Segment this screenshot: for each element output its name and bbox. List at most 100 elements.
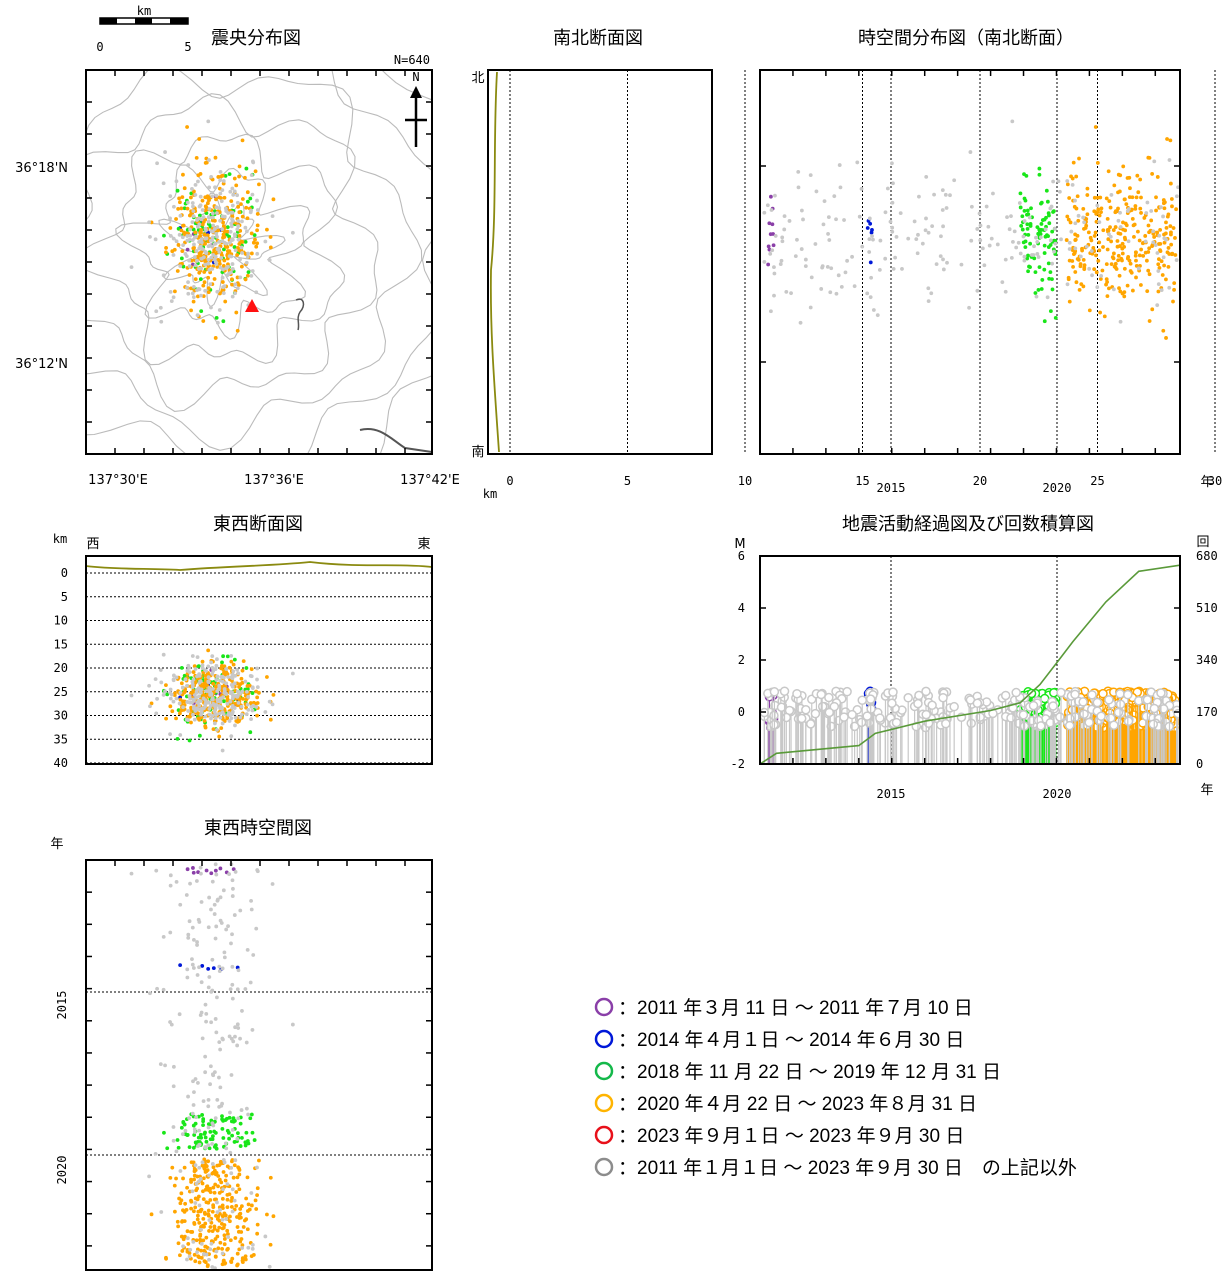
ns-section-point xyxy=(1017,156,1021,160)
epicenter-point xyxy=(246,270,251,275)
mt-point xyxy=(1098,688,1108,699)
stns-point xyxy=(1045,295,1050,300)
ns-section-point xyxy=(1005,231,1009,235)
stew-point xyxy=(162,1130,166,1135)
stew-point xyxy=(165,1146,170,1151)
stns-point xyxy=(829,266,834,271)
spacetime-ns-title: 時空間分布図（南北断面） xyxy=(858,28,1074,49)
stew-point xyxy=(210,1072,215,1077)
stew-point xyxy=(204,1235,209,1240)
stns-point xyxy=(1174,207,1179,212)
stns-point xyxy=(1164,277,1168,282)
stns-point xyxy=(1164,237,1168,242)
ns-depth-tick: 5 xyxy=(624,474,631,488)
mt-point xyxy=(1064,720,1075,731)
ns-section-point xyxy=(1128,236,1132,240)
stew-point xyxy=(213,862,218,867)
mt-point xyxy=(875,713,885,723)
stew-point xyxy=(228,1150,233,1155)
ns-section-point xyxy=(1063,250,1067,254)
stns-point xyxy=(1123,228,1128,233)
ew-section-point xyxy=(177,701,182,706)
stew-point xyxy=(200,1113,205,1117)
stns-point xyxy=(1132,234,1136,239)
ns-section-point xyxy=(1190,193,1194,197)
stns-point xyxy=(934,262,939,267)
stew-point xyxy=(199,980,204,985)
epicenter-point xyxy=(194,234,198,239)
ew-section-point xyxy=(168,704,173,709)
stew-point xyxy=(225,1192,230,1197)
ew-section-point xyxy=(199,687,204,692)
ew-section-point xyxy=(178,711,182,716)
stns-point xyxy=(1134,195,1139,200)
epicenter-point xyxy=(206,219,211,224)
stns-point xyxy=(1022,208,1027,213)
stew-point xyxy=(244,1217,249,1222)
stew-point xyxy=(250,1246,255,1251)
ew-section-point xyxy=(250,708,255,713)
ns-section-point xyxy=(1219,232,1223,236)
epicenter-point xyxy=(192,242,196,247)
ns-section-point xyxy=(1121,263,1125,267)
ew-section-point xyxy=(185,700,190,705)
epicenter-point xyxy=(172,247,177,252)
stns-point xyxy=(839,284,844,289)
ns-section-point xyxy=(1104,234,1108,238)
stns-point xyxy=(1139,195,1143,200)
ns-section-point xyxy=(1001,319,1005,323)
stew-point xyxy=(212,912,217,916)
ns-section-point xyxy=(1190,257,1194,261)
ns-section-point xyxy=(1168,277,1172,281)
ns-section-point xyxy=(1202,200,1206,204)
epicenter-point xyxy=(229,221,234,226)
stns-point xyxy=(837,163,842,167)
ns-section-point xyxy=(935,211,939,215)
ns-section-point xyxy=(1111,244,1115,248)
epicenter-point xyxy=(194,258,199,263)
stns-point xyxy=(1080,246,1084,251)
stns-point xyxy=(940,188,945,193)
legend-label: ：2018 年 11 月 22 日 ～ 2019 年 12 月 31 日 xyxy=(618,1061,1001,1083)
stns-point xyxy=(779,258,784,263)
stew-point xyxy=(244,1106,249,1111)
stew-point xyxy=(250,1242,255,1247)
epicenter-point xyxy=(185,247,190,252)
stns-point xyxy=(1046,261,1051,266)
epicenter-point xyxy=(193,263,198,268)
stns-point xyxy=(1136,266,1141,271)
ns-section-point xyxy=(1157,187,1161,191)
stns-point xyxy=(923,228,928,233)
stew-year-2020: 2020 xyxy=(55,1156,69,1185)
scale-unit: km xyxy=(137,4,151,18)
stns-point xyxy=(1161,198,1166,202)
epicenter-point xyxy=(178,264,183,269)
ns-section-point xyxy=(1019,319,1023,323)
stew-point xyxy=(265,1212,269,1217)
stns-point xyxy=(875,313,880,318)
ns-section-point xyxy=(988,263,992,267)
stew-point xyxy=(224,927,229,932)
legend-label: ：2023 年９月１日 ～ 2023 年９月 30 日 xyxy=(618,1125,964,1147)
stns-point xyxy=(1140,241,1145,246)
epicenter-point xyxy=(193,230,198,235)
legend-label: ：2014 年４月１日 ～ 2014 年６月 30 日 xyxy=(618,1029,964,1051)
stew-point xyxy=(220,1247,225,1251)
stns-point xyxy=(1116,258,1121,263)
ns-section-point xyxy=(1210,207,1214,211)
stew-point xyxy=(172,1183,177,1188)
stew-point xyxy=(201,1238,206,1243)
ns-section-point xyxy=(1219,261,1223,265)
stew-point xyxy=(226,924,230,929)
stns-point xyxy=(1039,200,1044,205)
ns-section-point xyxy=(1012,211,1016,215)
ns-section-point xyxy=(1144,186,1148,190)
stew-point xyxy=(192,1130,197,1134)
stns-point xyxy=(906,236,911,241)
stew-point xyxy=(200,964,205,968)
ew-section-point xyxy=(245,702,250,707)
stew-point xyxy=(191,1103,196,1107)
epicenter-point xyxy=(221,224,226,229)
epicenter-point xyxy=(162,233,166,238)
stew-point xyxy=(214,1249,219,1254)
